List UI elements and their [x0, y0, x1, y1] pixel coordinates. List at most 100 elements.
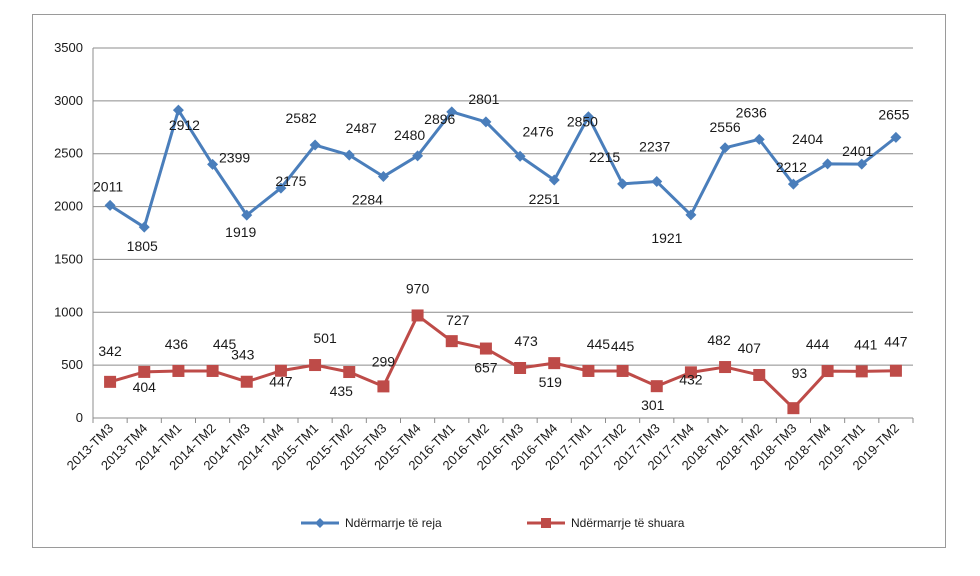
data-point-marker: [514, 361, 527, 374]
data-label: 447: [269, 374, 293, 390]
data-point-marker: [138, 365, 151, 378]
data-point-marker: [172, 104, 184, 116]
series-line-2: [109, 313, 896, 410]
data-label: 1919: [225, 224, 256, 240]
data-label: 1921: [651, 230, 682, 246]
y-tick-label-3000: 3000: [54, 93, 83, 108]
data-label: 482: [707, 332, 731, 348]
data-label: 2487: [346, 120, 377, 136]
data-point-marker: [240, 375, 253, 388]
data-label: 2237: [639, 139, 670, 155]
data-label: 93: [792, 365, 808, 381]
data-point-marker: [446, 106, 458, 118]
data-label: 301: [641, 397, 665, 413]
data-label: 2404: [792, 131, 823, 147]
y-tick-label-0: 0: [76, 410, 83, 425]
data-point-marker: [753, 368, 766, 381]
y-tick-label-1500: 1500: [54, 251, 83, 266]
data-label: 2582: [286, 110, 317, 126]
data-point-marker: [616, 364, 629, 377]
data-point-marker: [684, 366, 697, 379]
data-label: 445: [611, 338, 635, 354]
data-point-marker: [104, 199, 116, 211]
data-label: 2556: [710, 119, 741, 135]
data-label: 501: [313, 330, 337, 346]
data-point-marker: [548, 174, 560, 186]
data-label: 1805: [127, 238, 158, 254]
data-point-marker: [685, 209, 697, 221]
data-label: 727: [446, 312, 470, 328]
data-label: 2655: [878, 106, 909, 122]
data-label: 2284: [352, 192, 383, 208]
data-point-marker: [787, 178, 799, 190]
data-point-marker: [138, 221, 150, 233]
data-point-marker: [207, 158, 219, 170]
data-point-marker: [274, 364, 287, 377]
data-point-marker: [889, 364, 902, 377]
data-point-marker: [856, 158, 868, 170]
data-point-marker: [172, 364, 185, 377]
data-label: 2175: [275, 173, 306, 189]
data-point-marker: [104, 375, 117, 388]
data-label: 2850: [567, 114, 598, 130]
data-point-marker: [890, 131, 902, 143]
data-label: 343: [231, 347, 255, 363]
data-point-marker: [514, 150, 526, 162]
data-point-marker: [719, 361, 732, 374]
data-label: 342: [98, 343, 122, 359]
data-label: 407: [738, 340, 762, 356]
legend-entry-2: Ndërmarrje të shuara: [571, 516, 685, 530]
data-point-marker: [651, 176, 663, 188]
data-label: 447: [884, 334, 908, 350]
data-label: 2401: [842, 143, 873, 159]
data-point-marker: [753, 133, 765, 145]
data-point-marker: [582, 111, 594, 123]
y-tick-label-3500: 3500: [54, 40, 83, 55]
data-label: 435: [330, 383, 354, 399]
data-label: 2480: [394, 127, 425, 143]
series-line-1: [109, 108, 897, 229]
data-point-marker: [548, 357, 561, 370]
data-label: 2476: [523, 123, 554, 139]
data-point-marker: [822, 158, 834, 170]
data-point-marker: [650, 380, 663, 393]
data-point-marker: [309, 359, 322, 372]
data-point-marker: [343, 366, 356, 379]
data-point-marker: [206, 364, 219, 377]
data-label: 2912: [169, 117, 200, 133]
data-point-marker: [617, 178, 629, 190]
data-point-marker: [480, 116, 492, 128]
data-point-marker: [412, 150, 424, 162]
data-label: 299: [372, 353, 396, 369]
y-tick-label-500: 500: [61, 357, 83, 372]
line-chart: 05001000150020002500300035002013-TM32013…: [54, 40, 914, 530]
data-label: 2636: [736, 104, 767, 120]
data-point-marker: [275, 182, 287, 194]
legend-marker-1: [315, 518, 325, 528]
data-point-marker: [241, 209, 253, 221]
chart-frame: 0 500 1000 1500 2000 2500 3000 3500 2013-TM3 2013…: [32, 14, 946, 548]
y-tick-label-2000: 2000: [54, 199, 83, 214]
data-label: 432: [679, 371, 703, 387]
data-label: 970: [406, 280, 430, 296]
data-label: 657: [474, 360, 498, 376]
data-label: 2399: [219, 149, 250, 165]
legend-marker-2: [541, 518, 551, 528]
data-label: 441: [854, 336, 878, 352]
data-point-marker: [719, 142, 731, 154]
data-point-marker: [582, 364, 595, 377]
data-point-marker: [479, 342, 492, 355]
data-label: 473: [514, 333, 538, 349]
data-point-marker: [309, 139, 321, 151]
data-point-marker: [821, 365, 834, 378]
y-tick-label-2500: 2500: [54, 146, 83, 161]
legend-entry-1: Ndërmarrje të reja: [345, 516, 442, 530]
data-label: 444: [806, 336, 830, 352]
data-point-marker: [343, 149, 355, 161]
data-label: 2801: [468, 91, 499, 107]
data-label: 2215: [589, 149, 620, 165]
data-point-marker: [855, 365, 868, 378]
data-point-marker: [445, 335, 458, 348]
data-label: 2212: [776, 159, 807, 175]
data-label: 445: [587, 336, 611, 352]
